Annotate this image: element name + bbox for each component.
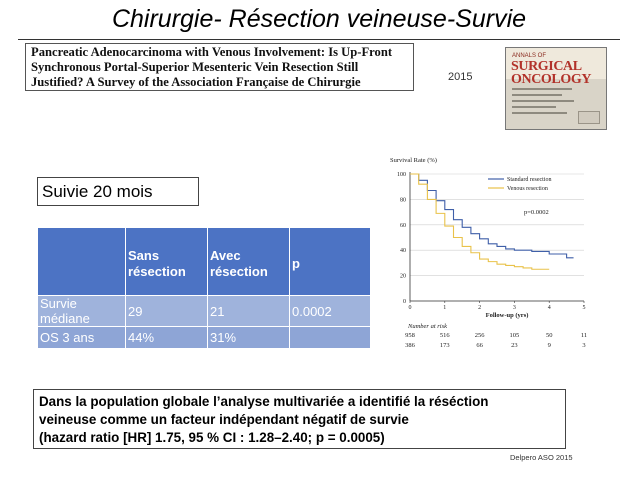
- x-tick-label: 5: [583, 305, 586, 311]
- journal-cover-small: ANNALS OF: [512, 53, 547, 59]
- at-risk-value: 256: [475, 332, 486, 339]
- journal-logo-icon: [578, 111, 600, 124]
- table-cell: 0.0002: [289, 295, 371, 327]
- table-cell: Survie médiane: [37, 295, 126, 327]
- publication-year: 2015: [448, 71, 473, 83]
- x-tick-label: 1: [443, 305, 446, 311]
- journal-cover-line: [512, 106, 556, 108]
- conclusion-line: Dans la population globale l’analyse mul…: [39, 394, 489, 409]
- at-risk-label: Number at risk: [407, 323, 447, 330]
- title-divider: [18, 39, 620, 40]
- at-risk-value: 66: [476, 342, 483, 348]
- survival-table: Sans résection Avec résection p Survie m…: [37, 227, 371, 349]
- table-header-cell: Avec résection: [207, 227, 290, 296]
- at-risk-value: 23: [511, 342, 518, 348]
- conclusion-line: veineuse comme un facteur indépendant né…: [39, 412, 409, 427]
- journal-name-line2: ONCOLOGY: [511, 72, 592, 87]
- y-tick-label: 20: [400, 274, 406, 280]
- table-header-cell: Sans résection: [125, 227, 208, 296]
- table-cell: 21: [207, 295, 290, 327]
- journal-cover-header: [506, 48, 606, 79]
- at-risk-value: 50: [546, 332, 553, 339]
- at-risk-value: 105: [510, 332, 520, 339]
- table-cell: 31%: [207, 326, 290, 349]
- chart-title: Survival Rate (%): [390, 157, 437, 164]
- table-row: Survie médiane 29 21 0.0002: [37, 295, 371, 327]
- at-risk-value: 9: [548, 342, 551, 348]
- y-tick-label: 0: [403, 299, 406, 305]
- journal-cover: ANNALS OF SURGICAL ONCOLOGY: [505, 47, 607, 130]
- journal-cover-line: [512, 94, 562, 96]
- source-credit: Delpero ASO 2015: [510, 453, 573, 462]
- p-value-annotation: p=0.0002: [524, 209, 549, 216]
- journal-name-line1: SURGICAL: [511, 59, 582, 74]
- y-tick-label: 60: [400, 223, 406, 229]
- at-risk-value: 386: [405, 342, 416, 348]
- table-header-cell: p: [289, 227, 371, 296]
- at-risk-value: 11: [581, 332, 587, 339]
- conclusion-line: (hazard ratio [HR] 1.75, 95 % CI : 1.28–…: [39, 430, 385, 445]
- table-cell: 44%: [125, 326, 208, 349]
- table-cell: 29: [125, 295, 208, 327]
- x-tick-label: 2: [478, 305, 481, 311]
- at-risk-value: 173: [440, 342, 450, 348]
- y-tick-label: 80: [400, 197, 406, 203]
- table-cell: [289, 326, 371, 349]
- journal-cover-line: [512, 100, 574, 102]
- journal-cover-name: SURGICAL ONCOLOGY: [511, 59, 592, 87]
- x-tick-label: 0: [409, 305, 412, 311]
- at-risk-value: 516: [440, 332, 451, 339]
- series-line-0: [410, 173, 574, 259]
- series-line-1: [410, 173, 550, 270]
- followup-box: Suivie 20 mois: [37, 177, 199, 206]
- journal-cover-line: [512, 112, 567, 114]
- x-tick-label: 3: [513, 305, 516, 311]
- y-tick-label: 40: [400, 248, 406, 254]
- y-tick-label: 100: [397, 172, 406, 178]
- table-header-cell: [37, 227, 126, 296]
- paper-title: Pancreatic Adenocarcinoma with Venous In…: [25, 43, 414, 91]
- table-cell: OS 3 ans: [37, 326, 126, 349]
- journal-cover-line: [512, 88, 572, 90]
- table-header-row: Sans résection Avec résection p: [37, 227, 371, 296]
- legend-label: Standard resection: [507, 177, 551, 183]
- conclusion-box: Dans la population globale l’analyse mul…: [33, 389, 566, 449]
- at-risk-value: 958: [405, 332, 415, 339]
- x-axis-label: Follow-up (yrs): [486, 312, 529, 319]
- slide-title: Chirurgie- Résection veineuse-Survie: [111, 5, 527, 33]
- legend-label: Venous resection: [507, 186, 548, 192]
- x-tick-label: 4: [548, 305, 551, 311]
- table-row: OS 3 ans 44% 31%: [37, 326, 371, 349]
- at-risk-value: 3: [582, 342, 585, 348]
